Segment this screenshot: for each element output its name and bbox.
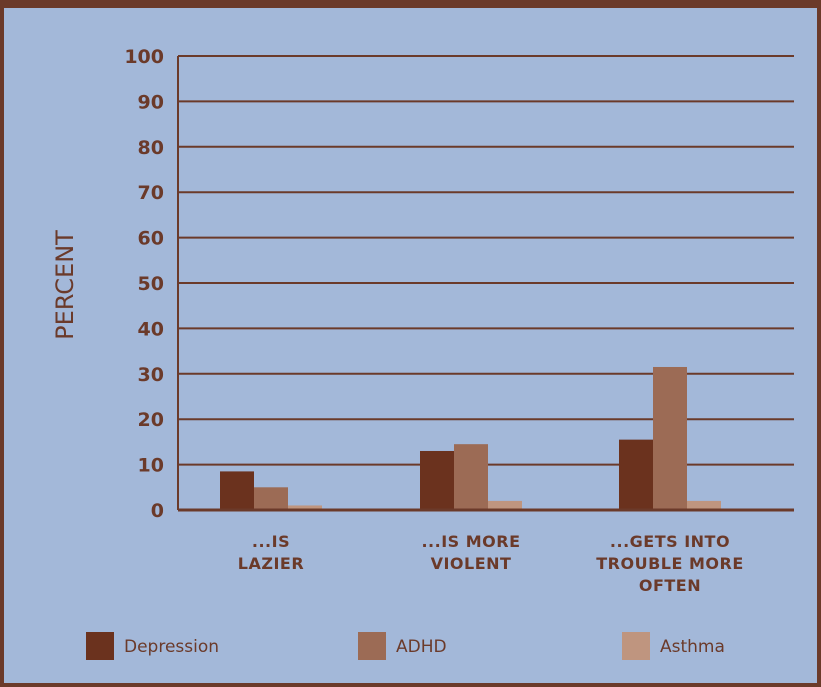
bar-adhd [454,444,488,510]
y-tick-label: 0 [151,500,164,522]
y-tick-label: 50 [138,273,164,295]
y-tick-label: 20 [138,409,164,431]
category-label-line: ...GETS INTO [610,532,730,551]
legend-label-asthma: Asthma [660,637,725,657]
legend-label-depression: Depression [124,637,219,657]
y-tick-label: 10 [138,455,164,477]
y-tick-label: 30 [138,364,164,386]
legend-swatch-asthma [622,632,650,660]
y-tick-label: 100 [124,46,164,68]
category-labels: ...IS LAZIER ...IS MORE VIOLENT ...GETS INTO… [238,532,744,595]
bar-depression [220,471,254,510]
bar-depression [420,450,454,510]
bar-asthma [488,500,522,510]
category-label-line: ...IS [252,532,290,551]
category-label: ...GETS INTO TROUBLE MORE OFTEN [596,532,744,595]
legend-label-adhd: ADHD [396,637,447,657]
category-label: ...IS LAZIER [238,532,304,573]
category-label-line: LAZIER [238,554,304,573]
bar-asthma [687,500,721,510]
category-label-line: OFTEN [639,576,701,595]
axes [177,56,794,512]
legend: Depression ADHD Asthma [86,632,725,660]
y-tick-label: 80 [138,137,164,159]
gridlines [178,55,794,466]
bars [220,366,721,510]
legend-swatch-depression [86,632,114,660]
y-tick-label: 90 [138,91,164,113]
bar-depression [619,439,653,510]
y-tick-labels: 0 10 20 30 40 50 60 70 80 90 100 [124,46,164,522]
bar-asthma [288,505,322,510]
category-label: ...IS MORE VIOLENT [421,532,520,573]
category-label-line: TROUBLE MORE [596,554,744,573]
legend-swatch-adhd [358,632,386,660]
bar-adhd [254,487,288,510]
y-axis-label: PERCENT [51,230,79,340]
y-tick-label: 40 [138,318,164,340]
category-label-line: VIOLENT [431,554,512,573]
category-label-line: ...IS MORE [421,532,520,551]
bar-adhd [653,366,687,510]
y-tick-label: 60 [138,228,164,250]
y-tick-label: 70 [138,182,164,204]
